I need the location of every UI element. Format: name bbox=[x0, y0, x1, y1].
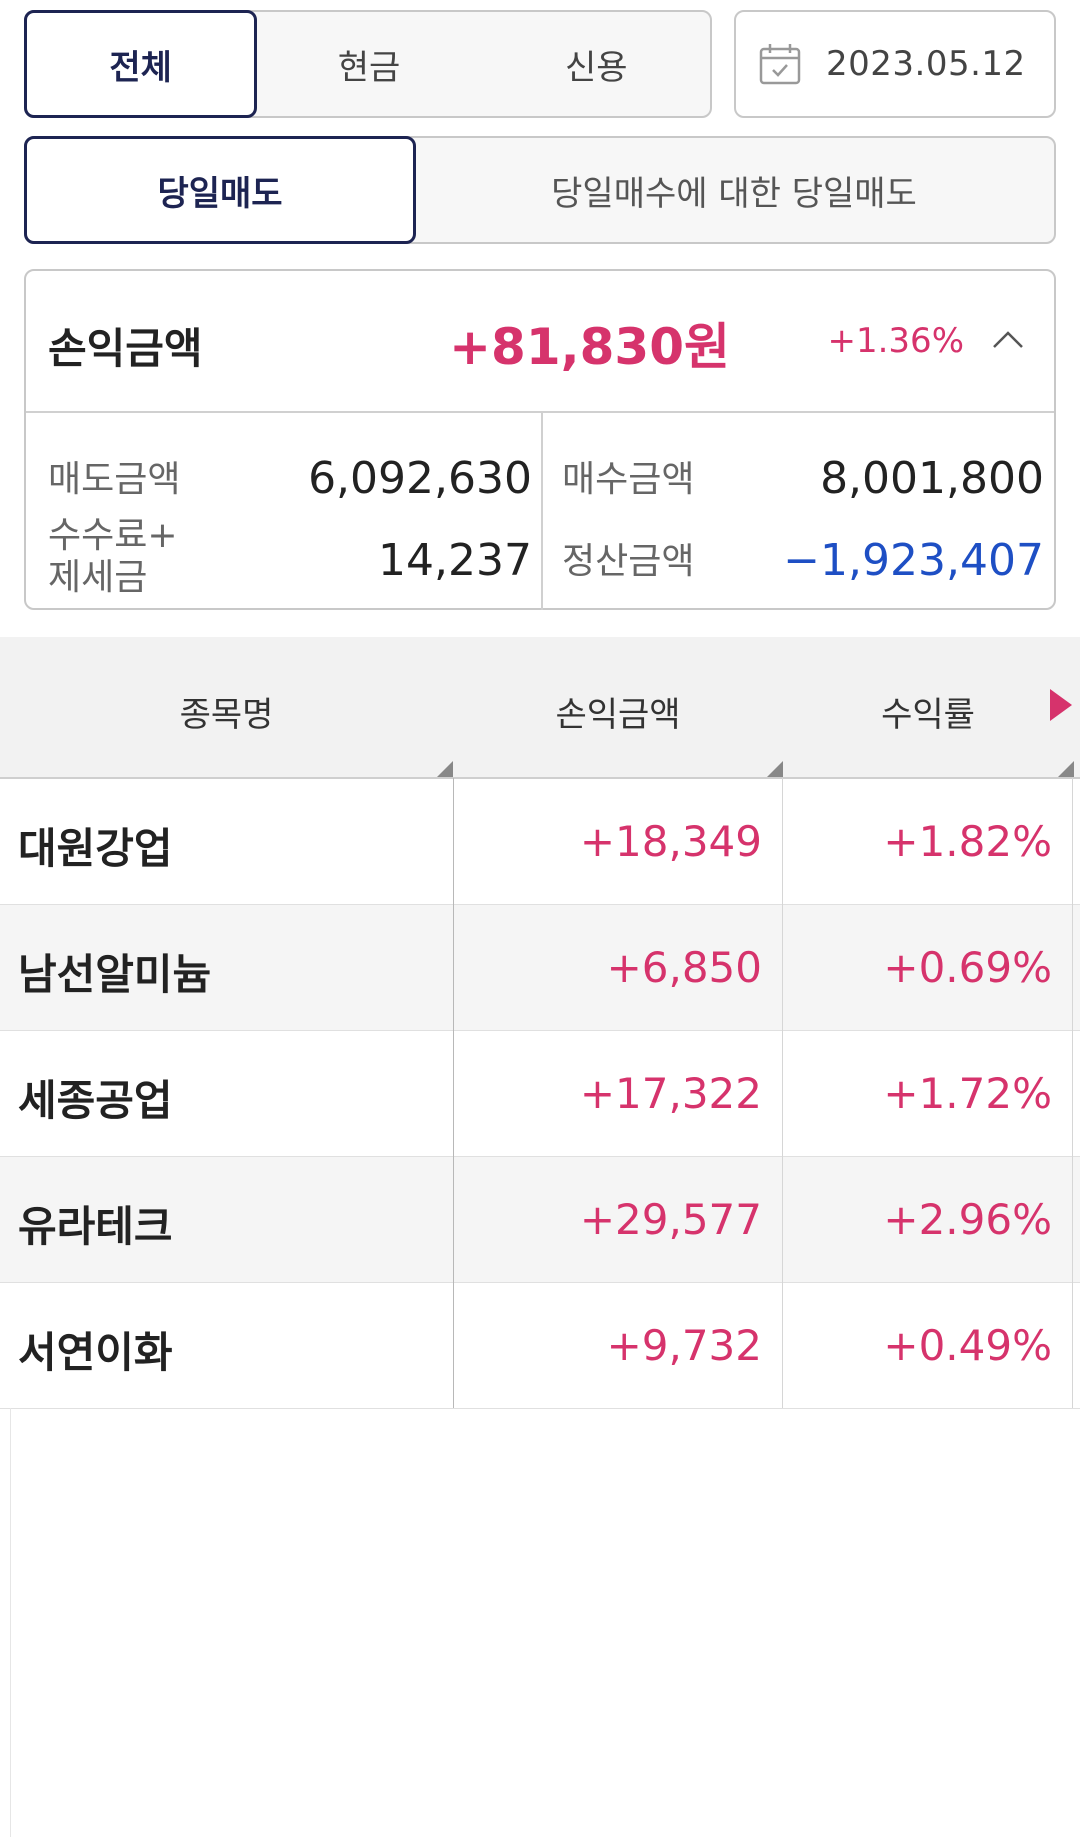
header-stock-name[interactable]: 종목명 bbox=[179, 695, 274, 735]
summary-title: 손익금액 bbox=[48, 324, 203, 373]
stock-name: 남선알미늄 bbox=[18, 950, 212, 999]
tab-cash[interactable]: 현금 bbox=[337, 47, 401, 88]
buy-amount-label: 매수금액 bbox=[562, 459, 695, 500]
table-header: 종목명 손익금액 수익률 bbox=[0, 637, 1080, 779]
sort-corner-icon bbox=[767, 761, 783, 777]
column-divider bbox=[1072, 778, 1073, 1408]
stock-profit: +18,349 bbox=[579, 817, 762, 866]
table-row[interactable]: 세종공업 +17,322 +1.72% bbox=[0, 1031, 1080, 1157]
stock-profit: +29,577 bbox=[579, 1195, 762, 1244]
table-row[interactable]: 남선알미늄 +6,850 +0.69% bbox=[0, 905, 1080, 1031]
sort-corner-icon bbox=[1058, 761, 1074, 777]
date-picker[interactable]: 2023.05.12 bbox=[734, 10, 1056, 118]
calendar-icon bbox=[758, 42, 802, 86]
fee-tax-value: 14,237 bbox=[378, 535, 532, 586]
left-edge-line bbox=[10, 1408, 11, 1837]
stock-rate: +2.96% bbox=[883, 1195, 1052, 1244]
column-divider bbox=[453, 778, 454, 1408]
sell-amount-label: 매도금액 bbox=[48, 459, 181, 500]
summary-divider bbox=[541, 413, 543, 610]
tab-same-day-sell[interactable]: 당일매도 bbox=[24, 136, 416, 244]
trade-mode-segment: 당일매도 당일매수에 대한 당일매도 bbox=[24, 136, 1056, 244]
profit-summary-card: 손익금액 +81,830원 +1.36% 매도금액 6,092,630 매수금액… bbox=[24, 269, 1056, 610]
summary-profit-amount: +81,830원 bbox=[449, 318, 730, 376]
summary-header: 손익금액 +81,830원 +1.36% bbox=[26, 271, 1054, 413]
tab-same-day-buy-sell[interactable]: 당일매수에 대한 당일매도 bbox=[551, 173, 917, 214]
summary-profit-rate: +1.36% bbox=[827, 321, 965, 361]
tab-all[interactable]: 전체 bbox=[24, 10, 258, 118]
stock-rate: +0.49% bbox=[883, 1321, 1052, 1370]
stock-name: 유라테크 bbox=[18, 1202, 173, 1251]
stock-name: 세종공업 bbox=[18, 1076, 173, 1125]
stock-profit: +6,850 bbox=[606, 943, 762, 992]
fee-label-line2: 제세금 bbox=[48, 557, 148, 598]
header-return-rate[interactable]: 수익률 bbox=[881, 695, 975, 735]
filter-row: 전체 현금 신용 2023.05.12 bbox=[24, 10, 1056, 118]
chevron-up-icon[interactable] bbox=[986, 317, 1030, 361]
table-row[interactable]: 서연이화 +9,732 +0.49% bbox=[0, 1283, 1080, 1409]
sell-amount-value: 6,092,630 bbox=[308, 453, 532, 504]
stock-rate: +1.82% bbox=[883, 817, 1052, 866]
stock-profit: +9,732 bbox=[606, 1321, 762, 1370]
stock-rate: +0.69% bbox=[883, 943, 1052, 992]
sort-corner-icon bbox=[437, 761, 453, 777]
date-value: 2023.05.12 bbox=[826, 44, 1026, 84]
column-divider bbox=[782, 778, 783, 1408]
stock-rate: +1.72% bbox=[883, 1069, 1052, 1118]
table-row[interactable]: 유라테크 +29,577 +2.96% bbox=[0, 1157, 1080, 1283]
stock-name: 대원강업 bbox=[18, 824, 173, 873]
fee-label-line1: 수수료+ bbox=[48, 515, 178, 556]
account-type-segment: 전체 현금 신용 bbox=[24, 10, 712, 118]
fee-tax-label: 수수료+ 제세금 bbox=[48, 515, 178, 599]
scroll-right-arrow-icon[interactable] bbox=[1050, 689, 1072, 721]
header-profit-amount[interactable]: 손익금액 bbox=[555, 695, 681, 735]
stock-name: 서연이화 bbox=[18, 1328, 173, 1377]
settlement-value: −1,923,407 bbox=[783, 535, 1044, 586]
summary-details: 매도금액 6,092,630 매수금액 8,001,800 수수료+ 제세금 1… bbox=[26, 413, 1054, 610]
buy-amount-value: 8,001,800 bbox=[820, 453, 1044, 504]
stock-profit: +17,322 bbox=[579, 1069, 762, 1118]
tab-credit[interactable]: 신용 bbox=[565, 47, 628, 88]
table-row[interactable]: 대원강업 +18,349 +1.82% bbox=[0, 779, 1080, 905]
settlement-label: 정산금액 bbox=[562, 541, 695, 582]
stock-profit-table: 종목명 손익금액 수익률 대원강업 +18,349 +1.82% 남선알미늄 +… bbox=[0, 637, 1080, 1409]
